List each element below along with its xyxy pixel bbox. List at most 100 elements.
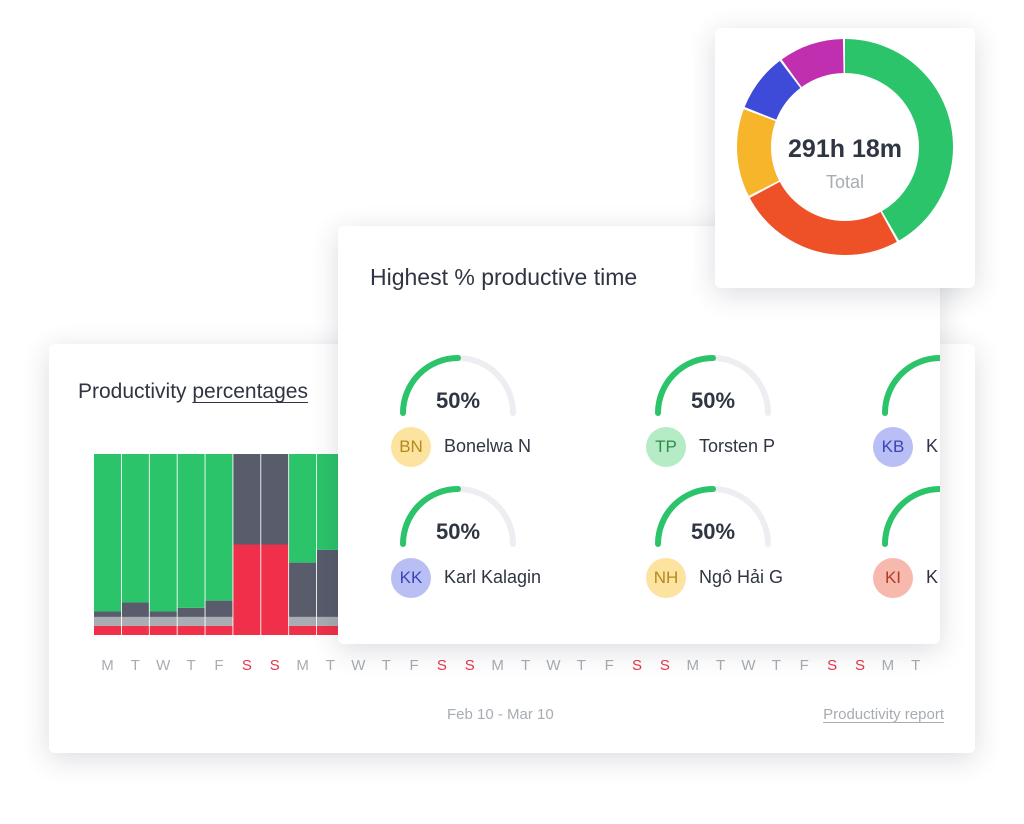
day-label-19: S [632, 657, 642, 674]
bar-unproductive-7 [289, 625, 317, 635]
day-label-0: M [101, 657, 114, 674]
person-name: Ngô Hải G [699, 567, 784, 587]
person-name: Torsten P [699, 436, 776, 456]
person-card-0[interactable]: 50% BN Bonelwa N [391, 348, 623, 468]
person-card-5[interactable]: KI K [873, 479, 940, 599]
donut-segment-2 [737, 39, 953, 255]
day-label-24: T [772, 657, 781, 674]
bar-light-2 [149, 616, 177, 626]
day-label-13: S [465, 657, 475, 674]
avatar: TP [646, 427, 686, 467]
percentages-link[interactable]: percentages [192, 380, 308, 403]
bar-light-7 [289, 616, 317, 626]
day-label-4: F [214, 657, 223, 674]
bar-neutral-0 [94, 611, 121, 617]
person-percent: 50% [435, 519, 481, 544]
person-name: Karl Kalagin [444, 567, 542, 587]
day-label-26: S [827, 657, 837, 674]
day-label-25: F [800, 657, 809, 674]
total-time-donut-chart [737, 39, 953, 255]
productivity-gauge [882, 486, 940, 547]
bar-productive-3 [177, 454, 205, 608]
productivity-title-prefix: Productivity [78, 380, 193, 403]
day-label-29: T [911, 657, 920, 674]
bar-unproductive-6 [261, 544, 289, 635]
person-name: K [926, 567, 939, 587]
bar-unproductive-5 [233, 544, 261, 635]
person-name: Bonelwa N [444, 436, 532, 456]
bar-light-4 [205, 616, 233, 626]
day-label-12: S [437, 657, 447, 674]
total-time-card: 291h 18m Total [715, 28, 975, 288]
day-label-1: T [131, 657, 140, 674]
day-label-15: T [521, 657, 530, 674]
day-label-18: F [605, 657, 614, 674]
person-card-1[interactable]: 50% TP Torsten P [646, 348, 878, 468]
avatar: BN [391, 427, 431, 467]
productivity-title: Productivity percentages [78, 380, 308, 404]
day-label-20: S [660, 657, 670, 674]
bar-unproductive-8 [316, 625, 344, 635]
person-percent: 50% [690, 519, 736, 544]
day-label-14: M [491, 657, 504, 674]
bar-neutral-7 [289, 562, 317, 617]
bar-productive-4 [205, 454, 233, 601]
avatar: NH [646, 558, 686, 598]
total-label: Total [825, 172, 865, 192]
bar-productive-0 [94, 454, 121, 612]
day-label-17: T [577, 657, 586, 674]
bar-neutral-5 [233, 454, 261, 545]
person-name: K [926, 436, 939, 456]
bar-unproductive-0 [94, 625, 121, 635]
bar-light-8 [316, 616, 344, 626]
day-label-16: W [546, 657, 561, 674]
productivity-gauge [882, 355, 940, 416]
avatar: KI [873, 558, 913, 598]
bar-unproductive-4 [205, 625, 233, 635]
person-card-2[interactable]: KB K [873, 348, 940, 468]
bar-productive-1 [121, 454, 149, 603]
person-card-3[interactable]: 50% KK Karl Kalagin [391, 479, 623, 599]
bar-unproductive-1 [121, 625, 149, 635]
highest-productive-card: Highest % productive time 50% BN Bonelwa N… [338, 226, 940, 644]
day-label-21: M [687, 657, 700, 674]
day-label-8: T [326, 657, 335, 674]
bar-unproductive-2 [149, 625, 177, 635]
day-label-10: T [382, 657, 391, 674]
bar-neutral-6 [261, 454, 289, 545]
day-label-7: M [296, 657, 309, 674]
bar-light-0 [94, 616, 121, 626]
bar-neutral-3 [177, 607, 205, 617]
donut-segment-1 [737, 39, 953, 255]
productivity-gauge [400, 355, 516, 416]
day-label-28: M [882, 657, 895, 674]
bar-light-1 [121, 616, 149, 626]
productivity-gauge [655, 355, 771, 416]
day-label-2: W [156, 657, 171, 674]
productivity-report-link[interactable]: Productivity report [823, 706, 944, 723]
highest-productive-title: Highest % productive time [370, 264, 638, 290]
day-label-11: F [409, 657, 418, 674]
bar-neutral-4 [205, 600, 233, 617]
date-range: Feb 10 - Mar 10 [447, 706, 554, 723]
bar-neutral-1 [121, 602, 149, 617]
day-label-9: W [351, 657, 366, 674]
day-label-27: S [855, 657, 865, 674]
bar-productive-7 [289, 454, 317, 563]
day-label-6: S [270, 657, 280, 674]
day-label-3: T [187, 657, 196, 674]
day-label-23: W [741, 657, 756, 674]
avatar: KK [391, 558, 431, 598]
bar-light-3 [177, 616, 205, 626]
bar-neutral-2 [149, 611, 177, 617]
day-label-22: T [716, 657, 725, 674]
day-label-5: S [242, 657, 252, 674]
person-percent: 50% [690, 388, 736, 413]
donut-segment-0 [737, 39, 953, 255]
productivity-gauge [400, 486, 516, 547]
avatar: KB [873, 427, 913, 467]
person-card-4[interactable]: 50% NH Ngô Hải G [646, 479, 878, 599]
productivity-gauge [655, 486, 771, 547]
bar-productive-2 [149, 454, 177, 612]
